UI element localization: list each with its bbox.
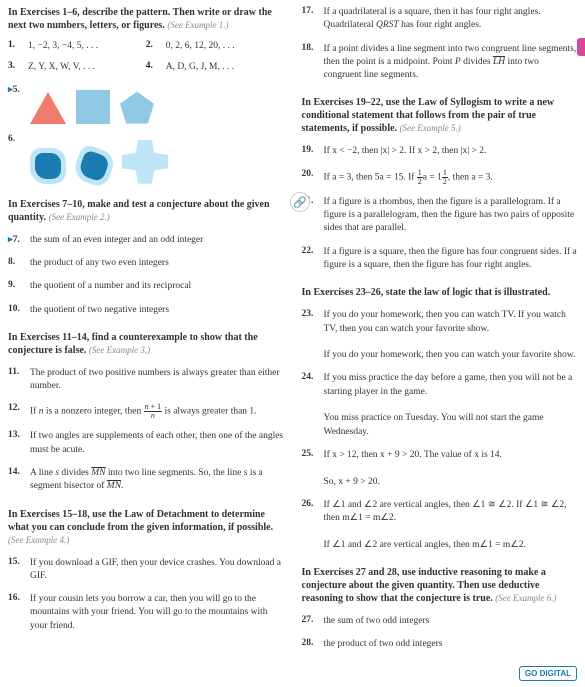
ex-text-23: If you do your homework, then you can wa… [324,309,578,362]
ex-text-7: the sum of an even integer and an odd in… [30,234,284,247]
ex-text-16: If your cousin lets you borrow a car, th… [30,593,284,633]
ex-text-15: If you download a GIF, then your device … [30,557,284,584]
ex-text-19: If x < −2, then |x| > 2. If x > 2, then … [324,145,578,158]
ex-text-20: If a = 3, then 5a = 15. If 12a = 112, th… [324,169,578,186]
intro-1: In Exercises 1–6, describe the pattern. … [8,6,284,32]
ex-num-4: 4. [146,61,164,74]
ex-text-11: The product of two positive numbers is a… [30,367,284,394]
blob-icon [30,148,66,184]
ex-num-2: 2. [146,40,164,53]
blob-icon [71,143,117,189]
exercise-6: 6. [8,134,284,184]
ex-text-14: A line s divides MN into two line segmen… [30,467,284,494]
left-column: In Exercises 1–6, describe the pattern. … [8,6,284,652]
shapes-6 [30,140,168,184]
ex-text-17: If a quadrilateral is a square, then it … [324,6,578,33]
shapes-5 [30,90,154,124]
ex-text-22: If a figure is a square, then the figure… [324,246,578,273]
intro-5: In Exercises 19–22, use the Law of Syllo… [302,96,578,135]
cross-blob-icon [122,140,168,184]
square-icon [76,90,110,124]
triangle-icon [30,92,66,124]
ex-text-1: 1, −2, 3, −4, 5, . . . [26,40,146,53]
intro-4: In Exercises 15–18, use the Law of Detac… [8,508,284,547]
link-icon[interactable]: 🔗 [290,192,310,212]
ex-text-8: the product of any two even integers [30,257,284,270]
ex-text-10: the quotient of two negative integers [30,304,284,317]
pentagon-icon [120,92,154,124]
ex-text-28: the product of two odd integers [324,638,578,651]
ex-text-9: the quotient of a number and its recipro… [30,280,284,293]
ex-num-1: 1. [8,40,26,53]
exercise-row-3-4: 3.Z, Y, X, W, V, . . . 4.A, D, G, J, M, … [8,61,284,74]
intro-6: In Exercises 23–26, state the law of log… [302,286,578,299]
ex-text-2: 0, 2, 6, 12, 20, . . . [164,40,284,53]
ex-text-18: If a point divides a line segment into t… [324,43,578,83]
section-27-28: In Exercises 27 and 28, use inductive re… [302,566,578,652]
side-tab-icon[interactable] [577,38,585,56]
ex-text-27: the sum of two odd integers [324,615,578,628]
ex-text-25: If x > 12, then x + 9 > 20. The value of… [324,449,578,489]
ex-num-3: 3. [8,61,26,74]
intro-3: In Exercises 11–14, find a counterexampl… [8,331,284,357]
ex-text-21: If a figure is a rhombus, then the figur… [324,196,578,236]
section-15-18: In Exercises 15–18, use the Law of Detac… [8,508,284,633]
ex-text-24: If you miss practice the day before a ga… [324,372,578,438]
exercise-5: ▸5. [8,84,284,124]
intro-2: In Exercises 7–10, make and test a conje… [8,198,284,224]
ex-text-12: If n is a nonzero integer, then n + 1n i… [30,403,284,420]
right-column: 17.If a quadrilateral is a square, then … [302,6,578,652]
ex-text-4: A, D, G, J, M, . . . [164,61,284,74]
ex-text-13: If two angles are supplements of each ot… [30,430,284,457]
section-23-26: In Exercises 23–26, state the law of log… [302,286,578,552]
section-7-10: In Exercises 7–10, make and test a conje… [8,198,284,317]
exercise-row-1-2: 1.1, −2, 3, −4, 5, . . . 2.0, 2, 6, 12, … [8,40,284,53]
intro-7: In Exercises 27 and 28, use inductive re… [302,566,578,605]
section-11-14: In Exercises 11–14, find a counterexampl… [8,331,284,494]
section-19-22: In Exercises 19–22, use the Law of Syllo… [302,96,578,272]
page-columns: In Exercises 1–6, describe the pattern. … [8,6,577,652]
go-digital-button[interactable]: GO DIGITAL [519,666,577,681]
ex-text-3: Z, Y, X, W, V, . . . [26,61,146,74]
ex-text-26: If ∠1 and ∠2 are vertical angles, then ∠… [324,499,578,552]
